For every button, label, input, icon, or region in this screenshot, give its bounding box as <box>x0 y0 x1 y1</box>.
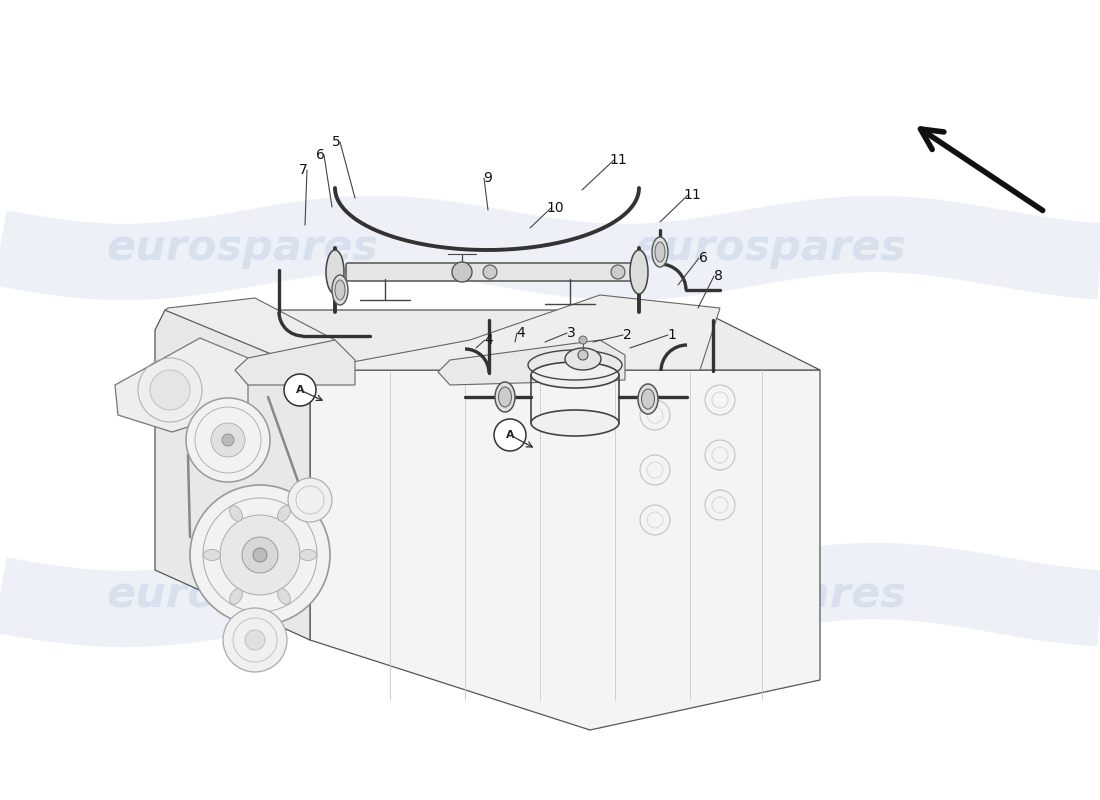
Circle shape <box>452 262 472 282</box>
Polygon shape <box>155 310 310 640</box>
Polygon shape <box>116 338 248 432</box>
Ellipse shape <box>204 550 220 561</box>
Ellipse shape <box>277 589 290 605</box>
Polygon shape <box>165 310 820 370</box>
Text: 11: 11 <box>683 188 701 202</box>
Text: A: A <box>296 385 305 395</box>
Text: 3: 3 <box>566 326 575 340</box>
Ellipse shape <box>332 275 348 305</box>
Circle shape <box>578 350 588 360</box>
Circle shape <box>579 336 587 344</box>
Ellipse shape <box>326 250 344 294</box>
Text: 2: 2 <box>623 328 631 342</box>
Text: 6: 6 <box>698 251 707 265</box>
Polygon shape <box>438 340 625 385</box>
Circle shape <box>610 265 625 279</box>
Circle shape <box>483 265 497 279</box>
Polygon shape <box>235 340 355 385</box>
Circle shape <box>220 515 300 595</box>
Circle shape <box>288 478 332 522</box>
Ellipse shape <box>230 506 242 522</box>
Text: A: A <box>506 430 515 440</box>
Circle shape <box>284 374 316 406</box>
Polygon shape <box>310 370 820 730</box>
Text: 6: 6 <box>316 148 324 162</box>
Circle shape <box>223 608 287 672</box>
FancyBboxPatch shape <box>346 263 640 281</box>
Text: 8: 8 <box>714 269 723 283</box>
Text: 7: 7 <box>298 163 307 177</box>
Ellipse shape <box>299 550 317 561</box>
Circle shape <box>253 548 267 562</box>
Ellipse shape <box>652 237 668 267</box>
Ellipse shape <box>277 506 290 522</box>
Ellipse shape <box>565 348 601 370</box>
Text: 4: 4 <box>485 333 494 347</box>
Ellipse shape <box>638 384 658 414</box>
Ellipse shape <box>531 410 619 436</box>
Circle shape <box>186 398 270 482</box>
Circle shape <box>222 434 234 446</box>
Ellipse shape <box>630 250 648 294</box>
Text: eurospares: eurospares <box>106 574 378 616</box>
Ellipse shape <box>230 589 242 605</box>
Ellipse shape <box>498 387 512 407</box>
Text: eurospares: eurospares <box>634 574 906 616</box>
Text: eurospares: eurospares <box>634 227 906 269</box>
Circle shape <box>211 423 245 457</box>
Circle shape <box>150 370 190 410</box>
Circle shape <box>494 419 526 451</box>
Text: 10: 10 <box>547 201 564 215</box>
Ellipse shape <box>654 242 666 262</box>
Circle shape <box>190 485 330 625</box>
Text: 4: 4 <box>517 326 526 340</box>
Circle shape <box>245 630 265 650</box>
Ellipse shape <box>531 362 619 388</box>
Ellipse shape <box>336 280 345 300</box>
Text: 11: 11 <box>609 153 627 167</box>
Text: 9: 9 <box>484 171 493 185</box>
Text: 1: 1 <box>668 328 676 342</box>
Circle shape <box>242 537 278 573</box>
Polygon shape <box>310 295 720 370</box>
Polygon shape <box>165 298 336 370</box>
Text: 5: 5 <box>331 135 340 149</box>
Ellipse shape <box>641 389 654 409</box>
Text: eurospares: eurospares <box>106 227 378 269</box>
Ellipse shape <box>495 382 515 412</box>
